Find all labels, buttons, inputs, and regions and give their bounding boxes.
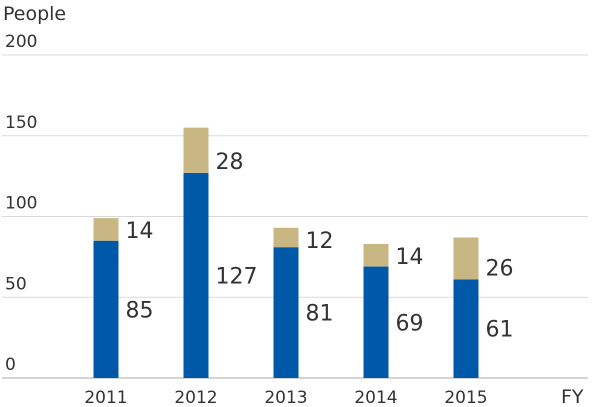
y-tick-label: 100 (5, 194, 37, 214)
y-tick-label: 50 (5, 274, 27, 294)
data-label: 61 (486, 318, 514, 343)
bar-segment-2 (363, 243, 389, 267)
bar-segment-2 (93, 218, 119, 241)
x-tick-label: 2014 (354, 388, 397, 407)
y-tick-label: 0 (5, 355, 16, 375)
bar-segment-1 (93, 240, 119, 378)
data-label: 14 (396, 245, 424, 270)
bar-segment-1 (453, 279, 479, 378)
data-label: 85 (126, 298, 154, 323)
y-axis-unit-label: People (3, 3, 66, 25)
bar-segment-2 (183, 127, 209, 173)
data-labels: 85 14 127 28 81 12 69 14 61 26 (126, 150, 514, 343)
bar-segment-1 (363, 266, 389, 378)
data-label: 14 (126, 219, 154, 244)
bar-segment-1 (183, 172, 209, 378)
data-label: 69 (396, 311, 424, 336)
x-tick-label: 2012 (174, 388, 217, 407)
y-tick-label: 150 (5, 113, 37, 133)
y-axis-ticks: 0 50 100 150 200 (5, 32, 37, 375)
data-label: 127 (216, 264, 258, 289)
bar-segment-2 (453, 237, 479, 280)
data-label: 26 (486, 256, 514, 281)
data-label: 28 (216, 150, 244, 175)
bars (93, 127, 479, 378)
x-axis-ticks: 2011 2012 2013 2014 2015 (84, 388, 487, 407)
x-tick-label: 2015 (444, 388, 487, 407)
data-label: 81 (306, 302, 334, 327)
y-tick-label: 200 (5, 32, 37, 52)
x-tick-label: 2011 (84, 388, 127, 407)
x-tick-label: 2013 (264, 388, 307, 407)
bar-segment-2 (273, 227, 299, 248)
bar-segment-1 (273, 247, 299, 378)
x-axis-unit-label: FY (561, 386, 584, 407)
data-label: 12 (306, 229, 334, 254)
